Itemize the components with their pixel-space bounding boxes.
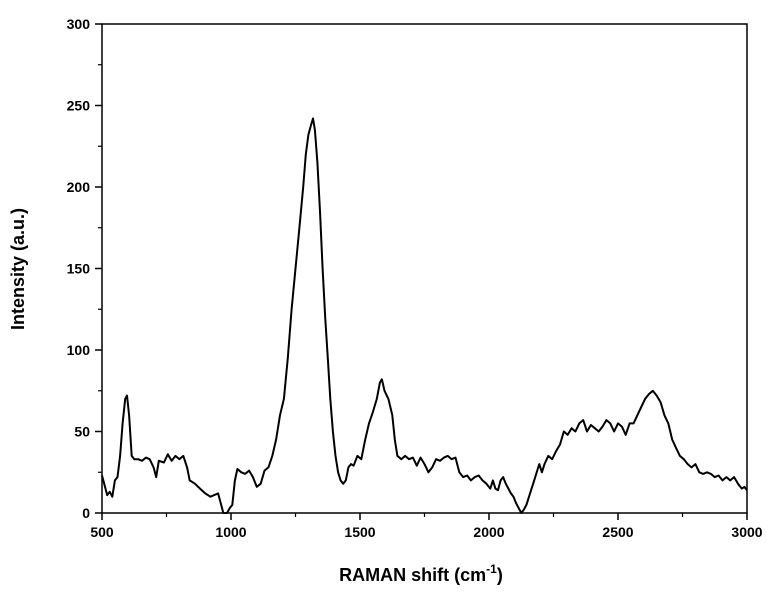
x-tick-label: 1500 — [344, 524, 375, 540]
x-tick-label: 500 — [90, 524, 114, 540]
spectrum-line — [101, 117, 748, 514]
y-tick-label: 250 — [67, 98, 91, 114]
x-axis-title-suffix: ) — [497, 565, 503, 585]
y-axis-ticks — [95, 23, 102, 514]
y-tick-label: 300 — [67, 16, 91, 32]
y-tick-label: 100 — [67, 342, 91, 358]
x-axis-title-main: RAMAN shift (cm — [339, 565, 486, 585]
x-tick-label: 2500 — [602, 524, 633, 540]
y-tick-label: 50 — [74, 424, 90, 440]
y-axis-tick-labels: 0 50 100 150 200 250 300 — [67, 16, 91, 521]
x-tick-label: 2000 — [473, 524, 504, 540]
x-axis-ticks — [101, 513, 748, 520]
x-axis-title: RAMAN shift (cm-1) — [339, 562, 503, 585]
x-tick-label: 1000 — [215, 524, 246, 540]
y-tick-label: 200 — [67, 179, 91, 195]
x-axis-tick-labels: 500 1000 1500 2000 2500 3000 — [90, 524, 762, 540]
y-tick-label: 0 — [82, 505, 90, 521]
x-axis-title-superscript: -1 — [486, 562, 497, 576]
y-tick-label: 150 — [67, 261, 91, 277]
x-tick-label: 3000 — [731, 524, 762, 540]
y-axis-title: Intensity (a.u.) — [8, 208, 28, 330]
plot-frame — [101, 23, 748, 514]
